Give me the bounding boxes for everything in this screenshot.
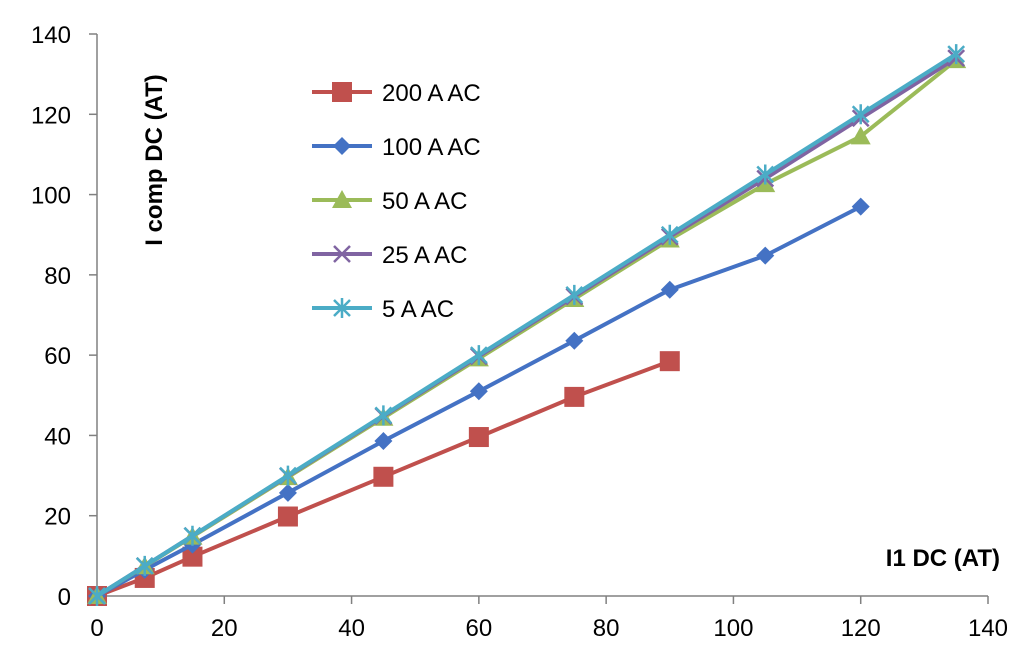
data-point xyxy=(468,427,489,448)
data-point xyxy=(333,137,351,155)
x-axis-ticks: 0 20 40 60 80 100 120 140 xyxy=(90,596,1008,642)
data-point xyxy=(183,525,202,546)
data-point xyxy=(374,432,393,451)
y-tick-label: 120 xyxy=(31,102,71,129)
data-point xyxy=(277,506,298,527)
series-line xyxy=(95,52,958,598)
x-tick-label: 0 xyxy=(90,615,103,642)
legend-label: 100 A AC xyxy=(382,134,481,161)
y-tick-label: 60 xyxy=(44,343,71,370)
x-tick-label: 20 xyxy=(211,615,238,642)
y-tick-label: 20 xyxy=(44,504,71,531)
data-point xyxy=(851,197,870,216)
data-point xyxy=(851,104,870,125)
data-point xyxy=(332,190,352,208)
series-5-a-ac xyxy=(88,44,966,606)
legend-label: 50 A AC xyxy=(382,188,467,215)
data-point xyxy=(333,298,351,318)
data-point xyxy=(279,465,297,486)
data-point xyxy=(660,224,679,245)
data-point xyxy=(332,82,352,102)
y-tick-label: 40 xyxy=(44,423,71,450)
data-point xyxy=(182,546,203,567)
legend-item: 50 A AC xyxy=(312,188,467,215)
data-point xyxy=(659,351,680,372)
x-tick-label: 60 xyxy=(466,615,493,642)
series-100-a-ac xyxy=(88,197,870,605)
data-point xyxy=(660,280,679,299)
legend-item: 100 A AC xyxy=(312,134,481,161)
x-axis-title: I1 DC (AT) xyxy=(886,545,1000,572)
x-tick-label: 40 xyxy=(338,615,365,642)
y-tick-label: 140 xyxy=(31,22,71,49)
data-point xyxy=(88,586,106,606)
legend-item: 25 A AC xyxy=(312,242,467,269)
data-point xyxy=(850,126,871,145)
x-tick-label: 140 xyxy=(968,615,1008,642)
data-point xyxy=(947,44,966,65)
data-point xyxy=(374,405,393,426)
data-point xyxy=(135,555,154,576)
data-point xyxy=(756,164,775,185)
legend-item: 5 A AC xyxy=(312,296,454,323)
series-200-a-ac xyxy=(87,351,680,606)
data-point xyxy=(564,386,585,407)
data-point xyxy=(278,483,297,502)
axes xyxy=(96,34,988,597)
data-point xyxy=(565,284,584,305)
y-tick-label: 0 xyxy=(58,584,71,611)
data-point xyxy=(469,345,488,366)
data-point xyxy=(469,382,488,401)
data-point xyxy=(565,331,584,350)
y-tick-label: 100 xyxy=(31,183,71,210)
data-point xyxy=(373,466,394,487)
x-tick-label: 80 xyxy=(593,615,620,642)
series-layer xyxy=(87,44,967,606)
data-point xyxy=(756,246,775,265)
legend-label: 200 A AC xyxy=(382,80,481,107)
legend-label: 25 A AC xyxy=(382,242,467,269)
legend-item: 200 A AC xyxy=(312,80,481,107)
x-tick-label: 100 xyxy=(713,615,753,642)
legend: 200 A AC 100 A AC 50 A AC 25 A AC 5 A AC xyxy=(312,80,481,323)
y-tick-label: 80 xyxy=(44,263,71,290)
legend-label: 5 A AC xyxy=(382,296,454,323)
data-point xyxy=(333,245,351,263)
y-axis-title: I comp DC (AT) xyxy=(141,74,168,246)
series-line xyxy=(96,204,862,598)
x-tick-label: 120 xyxy=(841,615,881,642)
y-axis-ticks: 0 20 40 60 80 100 120 140 xyxy=(31,22,97,611)
